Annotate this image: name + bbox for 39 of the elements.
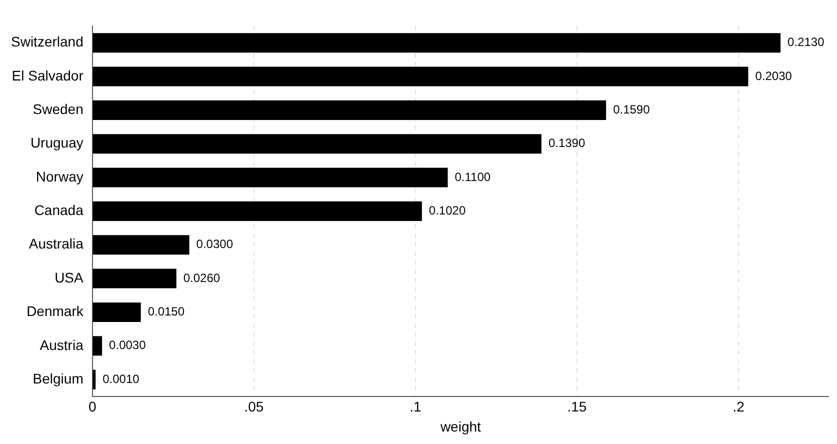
y-tick-label: Denmark	[26, 303, 84, 320]
data-label: 0.2030	[755, 68, 792, 83]
data-label: 0.0010	[102, 372, 140, 386]
bar	[92, 370, 96, 390]
bar	[92, 268, 176, 288]
y-tick-label: Norway	[36, 168, 84, 184]
x-tick-label: .05	[244, 398, 264, 415]
bar	[92, 168, 448, 188]
data-label: 0.1020	[428, 204, 466, 218]
data-label: 0.0300	[196, 237, 234, 252]
x-tick-label: .15	[567, 398, 587, 415]
y-tick-label: Australia	[28, 236, 84, 252]
y-tick-label: Uruguay	[30, 134, 84, 151]
x-tick-label: .2	[732, 398, 745, 415]
y-tick-label: Switzerland	[10, 34, 84, 50]
y-tick-label: Sweden	[32, 101, 84, 118]
data-label: 0.2130	[788, 35, 825, 50]
bar	[92, 33, 781, 53]
bar	[92, 235, 190, 255]
bar	[92, 336, 102, 356]
data-label: 0.0150	[148, 304, 185, 319]
data-label: 0.0030	[109, 338, 146, 352]
x-tick-label: 0	[88, 398, 96, 415]
bar	[92, 134, 542, 154]
data-label: 0.1390	[548, 136, 586, 150]
x-axis-title: weight	[439, 418, 482, 434]
y-tick-label: Austria	[40, 336, 84, 353]
bar	[92, 66, 748, 86]
y-tick-label: Canada	[34, 202, 84, 218]
bar	[92, 201, 422, 221]
data-label: 0.0260	[183, 270, 220, 285]
data-label: 0.1100	[454, 170, 491, 184]
y-tick-label: USA	[54, 269, 84, 286]
data-label: 0.1590	[613, 102, 650, 116]
bar	[92, 100, 606, 120]
y-tick-label: El Salvador	[12, 67, 84, 84]
y-tick-label: Belgium	[32, 370, 84, 386]
bar	[92, 302, 141, 322]
x-tick-label: .1	[410, 398, 422, 415]
